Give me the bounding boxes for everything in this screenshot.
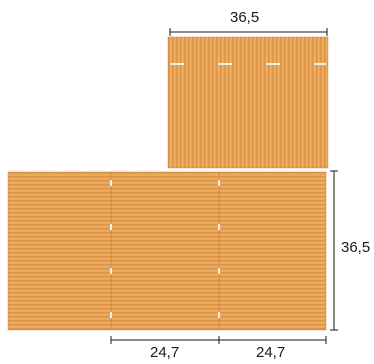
bottom-right-width-label: 24,7 xyxy=(256,344,286,361)
bottom-row-outline xyxy=(7,170,327,331)
right-dimension-line xyxy=(330,170,338,331)
top-block xyxy=(167,36,329,169)
top-width-label: 36,5 xyxy=(230,9,260,26)
bottom-left-block xyxy=(8,172,111,330)
bottom-middle-block xyxy=(111,172,219,330)
bottom-right-block xyxy=(219,172,326,330)
top-dimension-line xyxy=(169,28,328,36)
bottom-left-width-label: 24,7 xyxy=(150,344,180,361)
bottom-dimension-line xyxy=(110,336,327,344)
right-height-label: 36,5 xyxy=(341,239,371,256)
